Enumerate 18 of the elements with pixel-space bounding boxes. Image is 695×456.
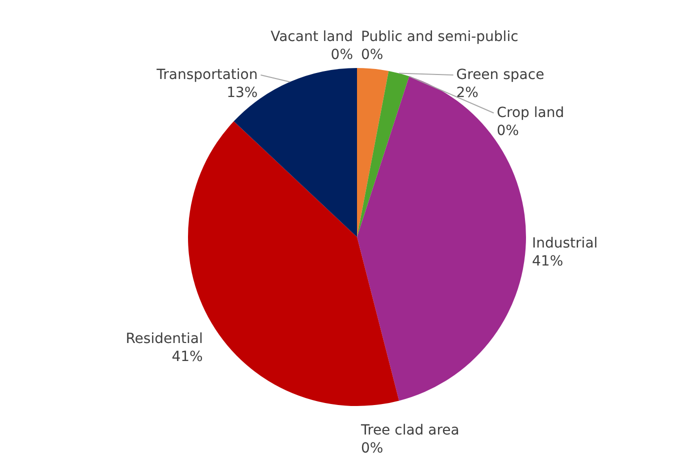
data-label: 13% <box>226 85 258 101</box>
slice-label: Transportation <box>156 67 258 83</box>
data-label: 2% <box>456 85 478 101</box>
slice-label: Residential <box>126 330 203 347</box>
category-label: Tree clad area <box>361 422 460 439</box>
slice-label: Green space <box>456 67 544 83</box>
category-label: Vacant land <box>270 29 353 45</box>
text: 0% <box>330 47 353 63</box>
text: 0% <box>361 440 384 456</box>
category-label: Public and semi-public <box>361 29 518 45</box>
text: 0% <box>496 123 519 139</box>
category-label: Crop land <box>496 105 564 121</box>
text: 0% <box>361 47 384 63</box>
data-label: 41% <box>532 253 564 270</box>
pie-slice <box>357 70 410 237</box>
slice-label: Industrial <box>532 235 598 252</box>
pie-slice <box>357 68 389 237</box>
data-label: 41% <box>172 348 203 365</box>
